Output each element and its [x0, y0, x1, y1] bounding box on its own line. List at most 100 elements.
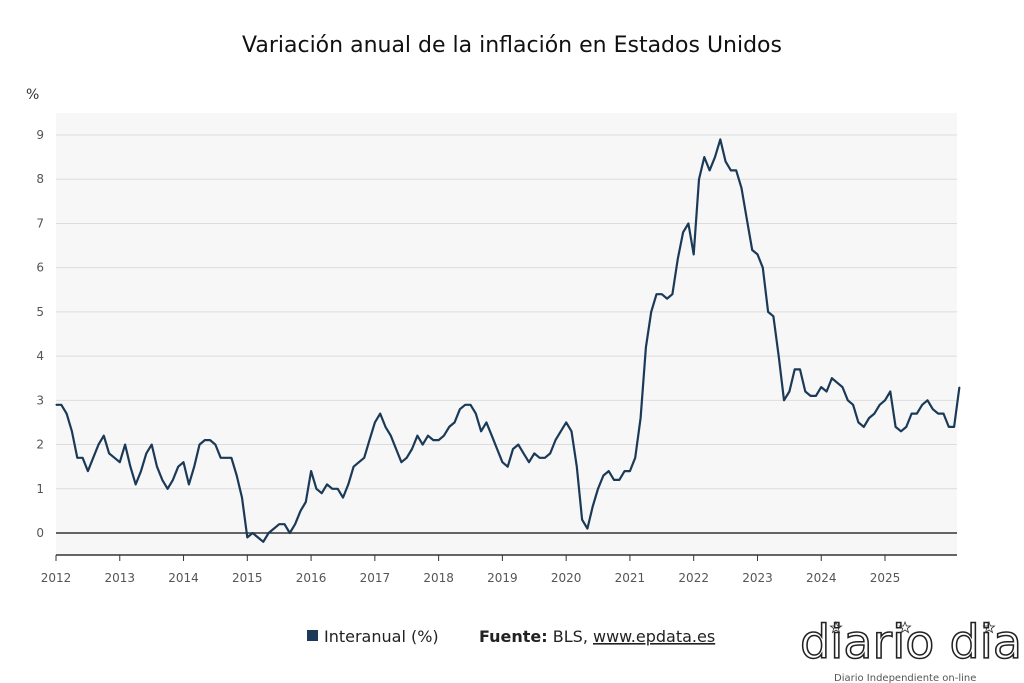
data-point — [352, 466, 355, 468]
data-point — [156, 466, 158, 468]
data-point — [602, 474, 604, 477]
data-point — [177, 466, 179, 468]
data-point — [459, 408, 461, 410]
data-point — [576, 466, 578, 468]
legend-swatch — [307, 630, 318, 641]
data-point — [937, 413, 939, 415]
data-point — [687, 222, 689, 225]
data-point — [108, 452, 110, 455]
data-point — [347, 483, 349, 485]
data-point — [331, 488, 333, 490]
data-point — [703, 156, 705, 158]
data-point — [66, 413, 68, 415]
data-point — [879, 404, 881, 406]
source-link[interactable]: www.epdata.es — [593, 627, 715, 646]
data-point — [921, 404, 923, 406]
data-point — [756, 253, 759, 256]
data-point — [273, 527, 275, 530]
data-point — [395, 448, 397, 450]
data-point — [767, 311, 769, 313]
data-point — [586, 527, 589, 530]
data-point — [55, 404, 57, 406]
data-point — [342, 497, 344, 499]
data-point — [825, 390, 828, 393]
data-point — [746, 218, 748, 220]
data-point — [278, 523, 280, 525]
data-point — [942, 413, 945, 415]
data-point — [103, 435, 105, 437]
data-point — [193, 466, 195, 468]
y-tick-label: 3 — [36, 393, 44, 407]
data-point — [799, 368, 801, 370]
data-point — [140, 470, 142, 472]
source-label: Fuente: — [479, 627, 548, 646]
data-point — [852, 404, 854, 406]
data-point — [948, 426, 950, 428]
data-point — [252, 532, 254, 534]
data-point — [443, 435, 445, 437]
data-point — [145, 452, 147, 455]
data-point — [772, 315, 775, 317]
data-point — [501, 461, 503, 463]
gridlines — [56, 134, 957, 534]
data-point — [554, 439, 557, 441]
data-point — [698, 178, 700, 180]
data-point — [161, 479, 163, 481]
data-point — [310, 470, 312, 472]
x-tick-label: 2013 — [104, 571, 135, 585]
data-point — [172, 479, 174, 481]
data-point — [905, 426, 907, 428]
x-tick-label: 2019 — [487, 571, 518, 585]
data-point — [889, 390, 891, 393]
data-point — [337, 488, 339, 490]
data-point — [677, 258, 679, 260]
y-tick-label: 4 — [36, 349, 44, 363]
data-point — [517, 443, 519, 446]
data-point — [453, 421, 456, 424]
data-point — [262, 541, 264, 543]
data-point — [895, 426, 897, 428]
data-point — [560, 430, 562, 432]
data-point — [958, 386, 961, 388]
data-point — [841, 386, 844, 388]
data-point — [374, 421, 376, 424]
data-point — [512, 448, 514, 450]
data-point — [113, 457, 116, 459]
data-point — [597, 488, 599, 490]
data-point — [618, 479, 620, 481]
data-point — [119, 461, 121, 463]
data-point — [236, 474, 238, 477]
data-point — [815, 395, 817, 397]
data-point — [884, 399, 886, 401]
data-point — [778, 355, 780, 357]
data-point — [783, 399, 785, 401]
data-point — [220, 457, 222, 459]
data-point — [719, 138, 721, 141]
data-point — [214, 443, 217, 446]
data-point — [209, 439, 211, 441]
data-point — [624, 470, 626, 472]
data-point — [400, 461, 403, 463]
data-point — [76, 457, 78, 459]
data-point — [900, 430, 902, 432]
data-point — [645, 346, 647, 348]
data-point — [475, 413, 477, 415]
data-point — [384, 426, 387, 428]
data-point — [315, 488, 317, 490]
y-tick-label: 6 — [36, 261, 44, 275]
data-point — [926, 399, 929, 401]
y-tick-label: 0 — [36, 526, 44, 540]
legend-series-label[interactable]: Interanual (%) — [324, 627, 439, 646]
data-point — [411, 448, 413, 450]
y-tick-label: 2 — [36, 438, 44, 452]
data-point — [910, 413, 913, 415]
data-point — [523, 452, 525, 455]
x-tick-label: 2024 — [806, 571, 837, 585]
x-tick-label: 2016 — [296, 571, 327, 585]
data-point — [422, 443, 424, 446]
data-point — [182, 461, 185, 463]
x-tick-label: 2014 — [168, 571, 199, 585]
data-point — [432, 439, 434, 441]
data-point — [916, 413, 918, 415]
data-point — [873, 413, 875, 415]
